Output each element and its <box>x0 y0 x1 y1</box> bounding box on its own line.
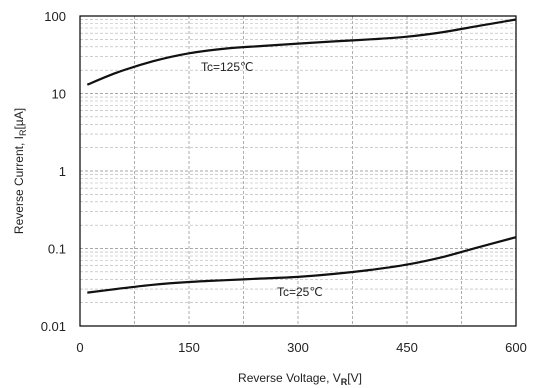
tick-labels: 0 150 300 450 600 0.01 0.1 1 10 100 <box>41 9 527 355</box>
curve-label-125c: Tc=125℃ <box>201 60 254 74</box>
x-axis-title-unit: [V] <box>347 371 362 385</box>
y-axis-title-subscript: R <box>18 129 28 136</box>
curve-label-25c: Tc=25℃ <box>277 285 323 299</box>
x-axis-title-main: Reverse Voltage, V <box>238 371 341 385</box>
y-axis-title-unit: [µA] <box>12 108 26 130</box>
series-line-tc-25c <box>87 236 517 294</box>
y-tick-label: 100 <box>44 9 66 24</box>
x-tick-label: 450 <box>396 340 418 355</box>
y-axis-title-main: Reverse Current, I <box>12 136 26 234</box>
plot-frame <box>79 15 517 327</box>
y-tick-label: 1 <box>59 164 66 179</box>
x-axis-title: Reverse Voltage, VR[V] <box>238 371 362 387</box>
x-tick-label: 150 <box>178 340 200 355</box>
x-tick-label: 600 <box>505 340 527 355</box>
x-tick-label: 300 <box>287 340 309 355</box>
series-line-tc-125c <box>86 18 517 86</box>
y-tick-label: 10 <box>52 87 66 102</box>
curves <box>86 18 517 294</box>
x-axis-title-subscript: R <box>341 377 348 387</box>
y-tick-label: 0.01 <box>41 319 66 334</box>
y-tick-label: 0.1 <box>48 242 66 257</box>
y-axis-title: Reverse Current, IR[µA] <box>12 108 28 234</box>
grid <box>80 16 516 326</box>
x-tick-label: 0 <box>76 340 83 355</box>
